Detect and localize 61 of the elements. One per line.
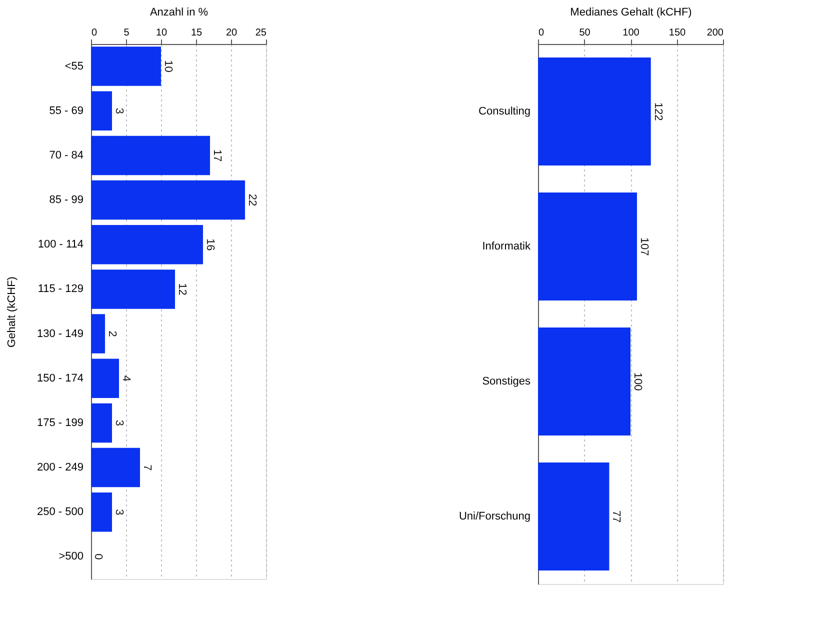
- bar: [538, 58, 651, 166]
- bar: [538, 328, 630, 436]
- data-label: 77: [610, 510, 622, 523]
- y-tick-label: >500: [58, 550, 84, 563]
- data-label: 17: [211, 149, 223, 162]
- x-tick-label: 10: [156, 28, 168, 38]
- x-tick-label: 100: [622, 28, 640, 38]
- data-label: 122: [652, 102, 664, 121]
- x-tick-label: 50: [579, 28, 591, 38]
- x-tick-label: 150: [668, 28, 686, 38]
- bar: [91, 492, 112, 532]
- bar: [91, 180, 245, 220]
- x-tick-label: 200: [706, 28, 724, 38]
- x-axis-title: Anzahl in %: [150, 6, 208, 18]
- data-label: 10: [162, 60, 174, 72]
- y-tick-label: 85 - 99: [49, 194, 84, 206]
- y-tick-label: <55: [64, 60, 84, 72]
- data-label: 12: [176, 283, 188, 296]
- bar: [91, 448, 140, 488]
- data-label: 7: [141, 464, 153, 471]
- data-label: 0: [92, 554, 104, 560]
- bar: [91, 270, 175, 309]
- y-tick-label: 115 - 129: [38, 283, 84, 296]
- y-axis-title: Gehalt (kCHF): [6, 276, 18, 348]
- y-tick-label: 70 - 84: [49, 149, 84, 162]
- x-tick-label: 15: [190, 28, 202, 38]
- x-tick-label: 5: [124, 28, 130, 38]
- data-label: 16: [204, 238, 216, 251]
- y-tick-label: Informatik: [482, 240, 531, 252]
- bar: [91, 91, 112, 130]
- bar: [91, 403, 112, 443]
- y-tick-label: Consulting: [478, 106, 530, 118]
- data-label: 2: [106, 330, 118, 337]
- data-label: 3: [113, 108, 125, 114]
- bar: [91, 225, 203, 264]
- bar: [538, 192, 637, 300]
- data-label: 100: [632, 372, 644, 391]
- data-label: 107: [638, 237, 650, 256]
- bar: [538, 462, 610, 570]
- x-tick-label: 0: [538, 28, 544, 38]
- x-tick-label: 25: [255, 28, 267, 38]
- data-label: 3: [113, 420, 125, 426]
- bar: [91, 314, 105, 354]
- y-tick-label: 55 - 69: [49, 104, 84, 117]
- y-tick-label: 200 - 249: [37, 462, 84, 474]
- y-tick-label: 130 - 149: [37, 328, 84, 340]
- y-tick-label: Sonstiges: [482, 376, 531, 388]
- x-axis-title: Medianes Gehalt (kCHF): [570, 6, 692, 18]
- y-tick-label: 100 - 114: [38, 238, 84, 251]
- x-tick-label: 0: [92, 28, 98, 38]
- y-tick-label: Uni/Forschung: [458, 510, 530, 522]
- data-label: 4: [120, 375, 132, 382]
- x-tick-label: 20: [226, 28, 238, 38]
- bar: [91, 358, 119, 398]
- data-label: 22: [246, 194, 258, 206]
- y-tick-label: 250 - 500: [37, 506, 84, 518]
- y-tick-label: 175 - 199: [37, 416, 84, 429]
- bar: [91, 46, 161, 86]
- data-label: 3: [113, 509, 125, 516]
- bar: [91, 136, 210, 176]
- y-tick-label: 150 - 174: [37, 372, 84, 384]
